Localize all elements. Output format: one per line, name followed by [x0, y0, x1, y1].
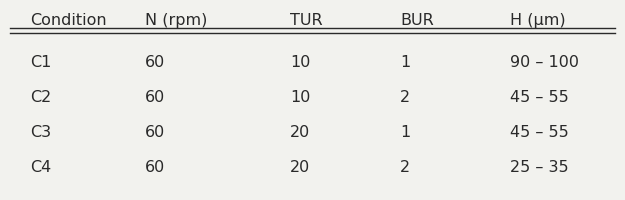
Text: 20: 20 [290, 125, 310, 140]
Text: 25 – 35: 25 – 35 [510, 160, 569, 175]
Text: 60: 60 [145, 160, 165, 175]
Text: 1: 1 [400, 125, 410, 140]
Text: 90 – 100: 90 – 100 [510, 55, 579, 70]
Text: 60: 60 [145, 90, 165, 105]
Text: 20: 20 [290, 160, 310, 175]
Text: C3: C3 [30, 125, 51, 140]
Text: 45 – 55: 45 – 55 [510, 90, 569, 105]
Text: TUR: TUR [290, 13, 322, 28]
Text: 60: 60 [145, 55, 165, 70]
Text: 10: 10 [290, 55, 311, 70]
Text: C2: C2 [30, 90, 51, 105]
Text: N (rpm): N (rpm) [145, 13, 208, 28]
Text: BUR: BUR [400, 13, 434, 28]
Text: 2: 2 [400, 160, 410, 175]
Text: 10: 10 [290, 90, 311, 105]
Text: C1: C1 [30, 55, 51, 70]
Text: 1: 1 [400, 55, 410, 70]
Text: Condition: Condition [30, 13, 107, 28]
Text: H (μm): H (μm) [510, 13, 566, 28]
Text: C4: C4 [30, 160, 51, 175]
Text: 45 – 55: 45 – 55 [510, 125, 569, 140]
Text: 60: 60 [145, 125, 165, 140]
Text: 2: 2 [400, 90, 410, 105]
